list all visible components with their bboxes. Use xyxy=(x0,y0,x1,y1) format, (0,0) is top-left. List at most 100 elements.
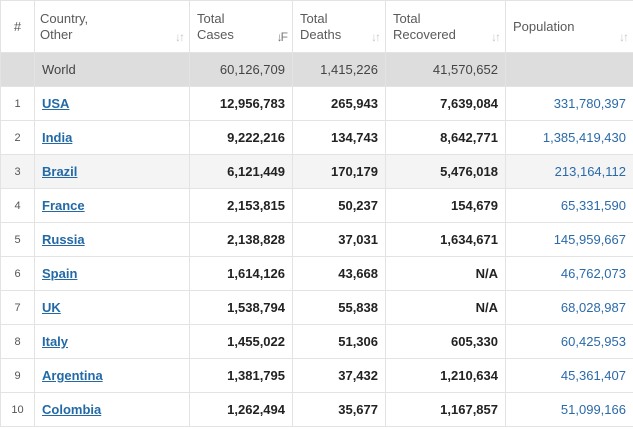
table-row: 5 Russia 2,138,828 37,031 1,634,671 145,… xyxy=(0,222,633,257)
country-link[interactable]: Argentina xyxy=(42,368,103,383)
sort-both-icon[interactable]: ↓↑ xyxy=(619,30,629,44)
total-cases-cell: 1,614,126 xyxy=(189,256,293,291)
country-link[interactable]: Colombia xyxy=(42,402,102,417)
column-header-total-deaths[interactable]: Total Deaths ↓↑ xyxy=(292,0,386,53)
rank-cell: 1 xyxy=(0,86,35,121)
country-cell: Colombia xyxy=(34,392,190,427)
total-cases-cell: 12,956,783 xyxy=(189,86,293,121)
total-cases-cell: 1,538,794 xyxy=(189,290,293,325)
total-recovered-cell: 8,642,771 xyxy=(385,120,506,155)
total-deaths-cell: 265,943 xyxy=(292,86,386,121)
country-link[interactable]: USA xyxy=(42,96,70,111)
sort-both-icon[interactable]: ↓↑ xyxy=(491,30,501,44)
total-cases-cell: 2,153,815 xyxy=(189,188,293,223)
country-link[interactable]: UK xyxy=(42,300,61,315)
total-recovered-cell: N/A xyxy=(385,256,506,291)
total-recovered-cell: N/A xyxy=(385,290,506,325)
total-cases-cell: 6,121,449 xyxy=(189,154,293,189)
country-cell: USA xyxy=(34,86,190,121)
table-row: 8 Italy 1,455,022 51,306 605,330 60,425,… xyxy=(0,324,633,359)
country-link[interactable]: India xyxy=(42,130,73,145)
country-link[interactable]: Italy xyxy=(42,334,69,349)
sort-both-icon[interactable]: ↓↑ xyxy=(175,30,185,44)
country-cell: Spain xyxy=(34,256,190,291)
header-row: # Country, Other ↓↑ Total Cases ↓F Total… xyxy=(0,0,633,53)
population-cell: 51,099,166 xyxy=(505,392,633,427)
column-header-population-label: Population xyxy=(513,18,575,34)
column-header-population[interactable]: Population ↓↑ xyxy=(505,0,633,53)
column-header-index-label: # xyxy=(13,18,22,34)
total-recovered-cell: 1,634,671 xyxy=(385,222,506,257)
table-row: 7 UK 1,538,794 55,838 N/A 68,028,987 xyxy=(0,290,633,325)
total-deaths-cell: 50,237 xyxy=(292,188,386,223)
rank-cell: 2 xyxy=(0,120,35,155)
column-header-country-line1: Country, xyxy=(40,10,89,26)
population-cell: 1,385,419,430 xyxy=(505,120,633,155)
column-header-total-recovered[interactable]: Total Recovered ↓↑ xyxy=(385,0,506,53)
rank-cell: 5 xyxy=(0,222,35,257)
world-total-row: World 60,126,709 1,415,226 41,570,652 xyxy=(0,52,633,87)
total-deaths-cell: 51,306 xyxy=(292,324,386,359)
country-link[interactable]: Brazil xyxy=(42,164,78,179)
population-cell: 45,361,407 xyxy=(505,358,633,393)
population-cell: 65,331,590 xyxy=(505,188,633,223)
total-recovered-cell: 1,210,634 xyxy=(385,358,506,393)
world-label: World xyxy=(34,52,190,87)
population-cell: 331,780,397 xyxy=(505,86,633,121)
column-header-total-deaths-line1: Total xyxy=(300,10,328,26)
country-cell: Brazil xyxy=(34,154,190,189)
rank-cell: 6 xyxy=(0,256,35,291)
total-deaths-cell: 37,432 xyxy=(292,358,386,393)
population-cell: 145,959,667 xyxy=(505,222,633,257)
rank-cell: 4 xyxy=(0,188,35,223)
column-header-total-cases[interactable]: Total Cases ↓F xyxy=(189,0,293,53)
table-row: 1 USA 12,956,783 265,943 7,639,084 331,7… xyxy=(0,86,633,121)
world-total-deaths: 1,415,226 xyxy=(292,52,386,87)
total-recovered-cell: 1,167,857 xyxy=(385,392,506,427)
column-header-index: # xyxy=(0,0,35,53)
table-row: 3 Brazil 6,121,449 170,179 5,476,018 213… xyxy=(0,154,633,189)
table-row: 2 India 9,222,216 134,743 8,642,771 1,38… xyxy=(0,120,633,155)
world-rank-cell xyxy=(0,52,35,87)
country-cell: Italy xyxy=(34,324,190,359)
country-link[interactable]: Spain xyxy=(42,266,78,281)
rank-cell: 7 xyxy=(0,290,35,325)
country-cell: India xyxy=(34,120,190,155)
country-cell: Argentina xyxy=(34,358,190,393)
table-row: 9 Argentina 1,381,795 37,432 1,210,634 4… xyxy=(0,358,633,393)
country-cell: Russia xyxy=(34,222,190,257)
population-cell: 46,762,073 xyxy=(505,256,633,291)
rank-cell: 8 xyxy=(0,324,35,359)
total-deaths-cell: 37,031 xyxy=(292,222,386,257)
country-cell: UK xyxy=(34,290,190,325)
column-header-total-cases-line1: Total xyxy=(197,10,225,26)
column-header-country[interactable]: Country, Other ↓↑ xyxy=(34,0,190,53)
world-population xyxy=(505,52,633,87)
total-recovered-cell: 7,639,084 xyxy=(385,86,506,121)
total-recovered-cell: 5,476,018 xyxy=(385,154,506,189)
table-row: 10 Colombia 1,262,494 35,677 1,167,857 5… xyxy=(0,392,633,427)
sort-both-icon[interactable]: ↓↑ xyxy=(371,30,381,44)
population-cell: 68,028,987 xyxy=(505,290,633,325)
column-header-total-recovered-line2: Recovered xyxy=(393,26,456,42)
total-recovered-cell: 605,330 xyxy=(385,324,506,359)
total-deaths-cell: 55,838 xyxy=(292,290,386,325)
population-cell: 213,164,112 xyxy=(505,154,633,189)
total-deaths-cell: 170,179 xyxy=(292,154,386,189)
sort-descending-icon[interactable]: ↓F xyxy=(276,30,288,44)
total-cases-cell: 1,381,795 xyxy=(189,358,293,393)
column-header-total-recovered-line1: Total xyxy=(393,10,421,26)
world-total-recovered: 41,570,652 xyxy=(385,52,506,87)
country-link[interactable]: Russia xyxy=(42,232,85,247)
population-cell: 60,425,953 xyxy=(505,324,633,359)
country-link[interactable]: France xyxy=(42,198,85,213)
rank-cell: 10 xyxy=(0,392,35,427)
column-header-total-cases-line2: Cases xyxy=(197,26,234,42)
total-cases-cell: 1,262,494 xyxy=(189,392,293,427)
total-deaths-cell: 35,677 xyxy=(292,392,386,427)
rank-cell: 3 xyxy=(0,154,35,189)
total-cases-cell: 9,222,216 xyxy=(189,120,293,155)
rank-cell: 9 xyxy=(0,358,35,393)
column-header-total-deaths-line2: Deaths xyxy=(300,26,342,42)
world-total-cases: 60,126,709 xyxy=(189,52,293,87)
